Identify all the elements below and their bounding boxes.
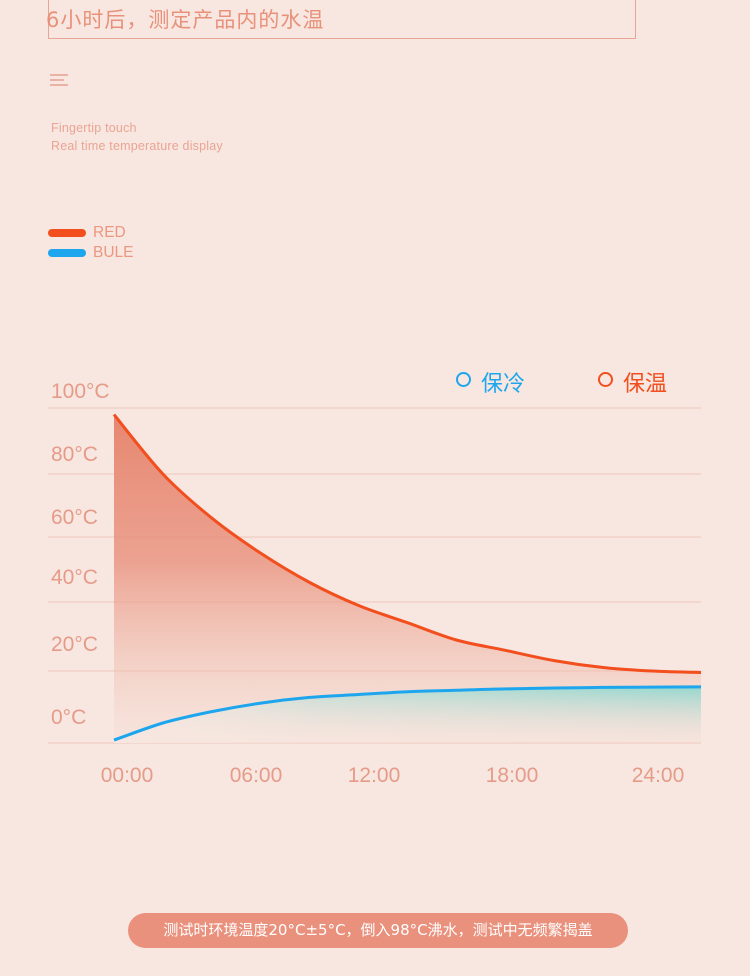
color-legend-label: RED <box>93 224 126 241</box>
color-legend-blue: BULE <box>48 244 168 262</box>
title-frame <box>48 0 636 39</box>
circle-icon <box>598 372 613 387</box>
x-tick-label: 12:00 <box>348 764 401 787</box>
x-tick-label: 18:00 <box>486 764 539 787</box>
red-swatch <box>48 229 86 237</box>
legend-label-warm: 保温 <box>623 372 668 397</box>
color-legend-red: RED <box>48 224 168 242</box>
color-legend-label: BULE <box>93 244 134 261</box>
y-tick-label: 60°C <box>51 506 98 529</box>
test-conditions-note: 测试时环境温度20°C±5°C，倒入98°C沸水，测试中无频繁揭盖 <box>128 913 628 948</box>
x-tick-label: 06:00 <box>230 764 283 787</box>
x-tick-label: 24:00 <box>632 764 685 787</box>
x-tick-label: 00:00 <box>101 764 154 787</box>
circle-icon <box>456 372 471 387</box>
tagline-line-2: Real time temperature display <box>51 139 223 153</box>
y-tick-label: 0°C <box>51 706 86 729</box>
blue-swatch <box>48 249 86 257</box>
warm-line <box>112 413 702 674</box>
menu-icon <box>50 74 70 88</box>
temperature-chart: 100°C 80°C 60°C 40°C 20°C 0°C 00:00 06:00 12:00 1… <box>48 380 702 787</box>
page-title: 6小时后，测定产品内的水温 <box>46 8 325 32</box>
legend-label-cold: 保冷 <box>481 372 526 397</box>
y-tick-label: 100°C <box>51 380 110 403</box>
y-tick-label: 20°C <box>51 633 98 656</box>
tagline-line-1: Fingertip touch <box>51 121 137 135</box>
y-tick-label: 80°C <box>51 443 98 466</box>
cool-area-fade <box>114 686 701 743</box>
y-tick-label: 40°C <box>51 566 98 589</box>
